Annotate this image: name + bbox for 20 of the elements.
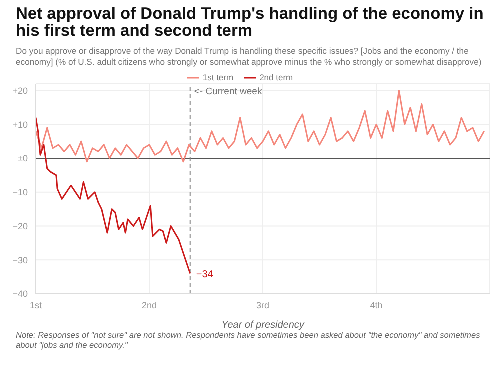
x-tick-label: 3rd bbox=[256, 300, 270, 310]
x-tick-label: 2nd bbox=[142, 300, 158, 310]
x-tick-label: 4th bbox=[370, 300, 383, 310]
chart-title: Net approval of Donald Trump's handling of the economy in his first term and second term bbox=[16, 5, 485, 40]
chart-subtitle: Do you approve or disapprove of the way Donald Trump is handling these specific issues? [Jobs and the economy / the economy] (% of U.S. adult citizens who strongly or somewhat approve minus the % who strongly or somewhat disapprove) bbox=[16, 46, 483, 68]
y-tick-label: +20 bbox=[12, 86, 28, 96]
y-tick-label: +10 bbox=[12, 120, 28, 130]
y-tick-label: −20 bbox=[12, 221, 28, 232]
data-label: −34 bbox=[196, 270, 214, 281]
legend-label: 1st term bbox=[202, 72, 234, 82]
x-axis-title: Year of presidency bbox=[222, 320, 306, 331]
y-tick-label: ±0 bbox=[18, 154, 28, 164]
legend-label: 2nd term bbox=[260, 72, 294, 82]
text: Note: Responses of "not sure" are not shown. Respondents have sometimes been asked about "the economy" and sometimes about "jobs and the economy." bbox=[16, 330, 482, 350]
y-tick-label: −40 bbox=[12, 289, 28, 300]
y-tick-label: −10 bbox=[12, 188, 28, 198]
y-tick-label: −30 bbox=[12, 255, 28, 266]
ref-line-label: <- Current week bbox=[194, 86, 262, 98]
line-series bbox=[36, 117, 192, 274]
x-tick-label: 1st bbox=[30, 300, 42, 310]
